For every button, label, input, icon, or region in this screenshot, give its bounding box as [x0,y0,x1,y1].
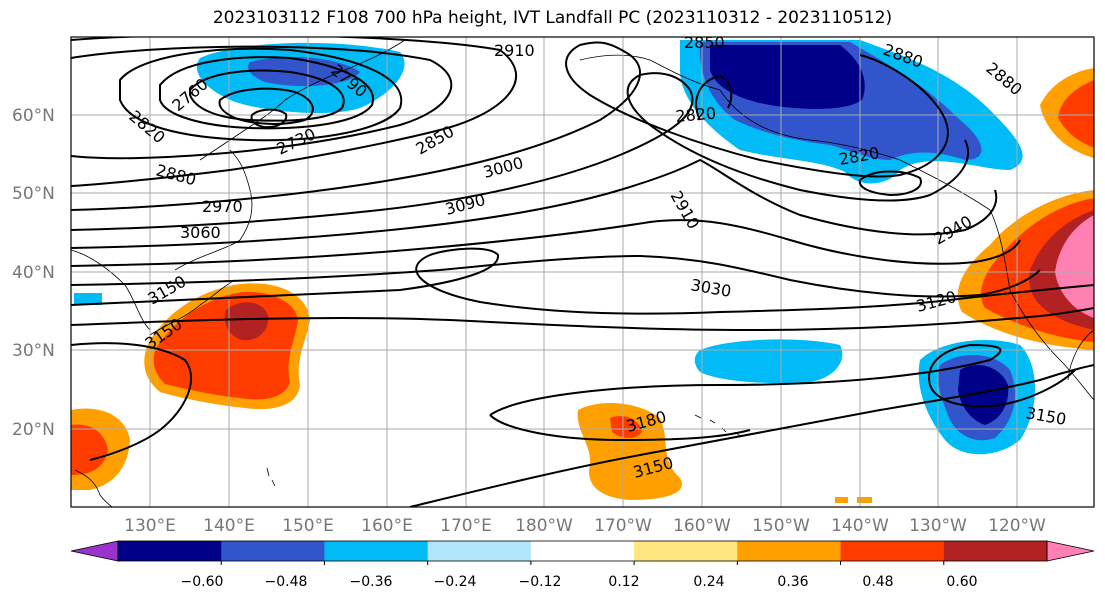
contour-label: 2970 [202,197,243,216]
lon-label: 150°E [282,516,334,536]
colorbar-tick-label: −0.60 [181,574,224,590]
lon-label: 170°W [594,516,652,536]
contour-label: 2910 [494,41,535,60]
colorbar [70,540,1095,565]
map-frame [70,36,1095,508]
lon-label: 120°W [988,516,1046,536]
ivt-negative-shading [74,40,1035,455]
colorbar-tick-label: −0.48 [265,574,308,590]
lat-label: 60°N [12,106,55,126]
colorbar-tick-label: 0.24 [693,574,724,590]
lon-label: 180°W [515,516,573,536]
gridlines [71,37,1094,507]
colorbar-tick-label: 0.12 [608,574,639,590]
colorbar-tick-label: −0.24 [434,574,477,590]
colorbar-bin [324,541,429,561]
lon-label: 150°W [752,516,810,536]
colorbar-tick-label: 0.48 [862,574,893,590]
colorbar-bin [221,541,325,561]
colorbar-tick-label: 0.36 [777,574,808,590]
colorbar-bin [118,541,222,561]
lon-label: 160°E [361,516,413,536]
colorbar-bin [737,541,842,561]
colorbar-extension-right [1046,540,1095,562]
map-title: 2023103112 F108 700 hPa height, IVT Land… [212,8,893,28]
lon-label: 140°W [831,516,889,536]
latitude-labels: 60°N 50°N 40°N 30°N 20°N [12,106,55,440]
colorbar-bin [427,541,532,561]
lat-label: 20°N [12,420,55,440]
colorbar-ticks: −0.60 −0.48 −0.36 −0.24 −0.12 0.12 0.24 … [181,574,978,590]
colorbar-tick-label: 0.60 [946,574,977,590]
coastlines [71,39,1094,507]
colorbar-tick-label: −0.36 [350,574,393,590]
lon-label: 170°E [440,516,492,536]
height-contours [71,37,1094,507]
contour-label: 3060 [180,223,221,242]
lon-label: 130°E [124,516,176,536]
lon-label: 140°E [203,516,255,536]
colorbar-bin [840,541,945,561]
colorbar-tick-label: −0.12 [519,574,562,590]
lat-label: 50°N [12,184,55,204]
longitude-labels: 130°E 140°E 150°E 160°E 170°E 180°W 170°… [124,516,1046,536]
colorbar-bin [634,541,738,561]
colorbar-bin [530,541,635,561]
colorbar-extension-left [70,540,119,562]
lon-label: 160°W [673,516,731,536]
map-panel: 2910 2850 2880 2880 2760 2790 2820 2730 … [71,33,1094,507]
contour-label: 2820 [675,104,717,126]
colorbar-bin [943,541,1048,561]
lon-label: 130°W [909,516,967,536]
lat-label: 30°N [12,341,55,361]
contour-label: 2850 [684,33,725,52]
lat-label: 40°N [12,263,55,283]
colorbar-outline [117,540,1048,562]
